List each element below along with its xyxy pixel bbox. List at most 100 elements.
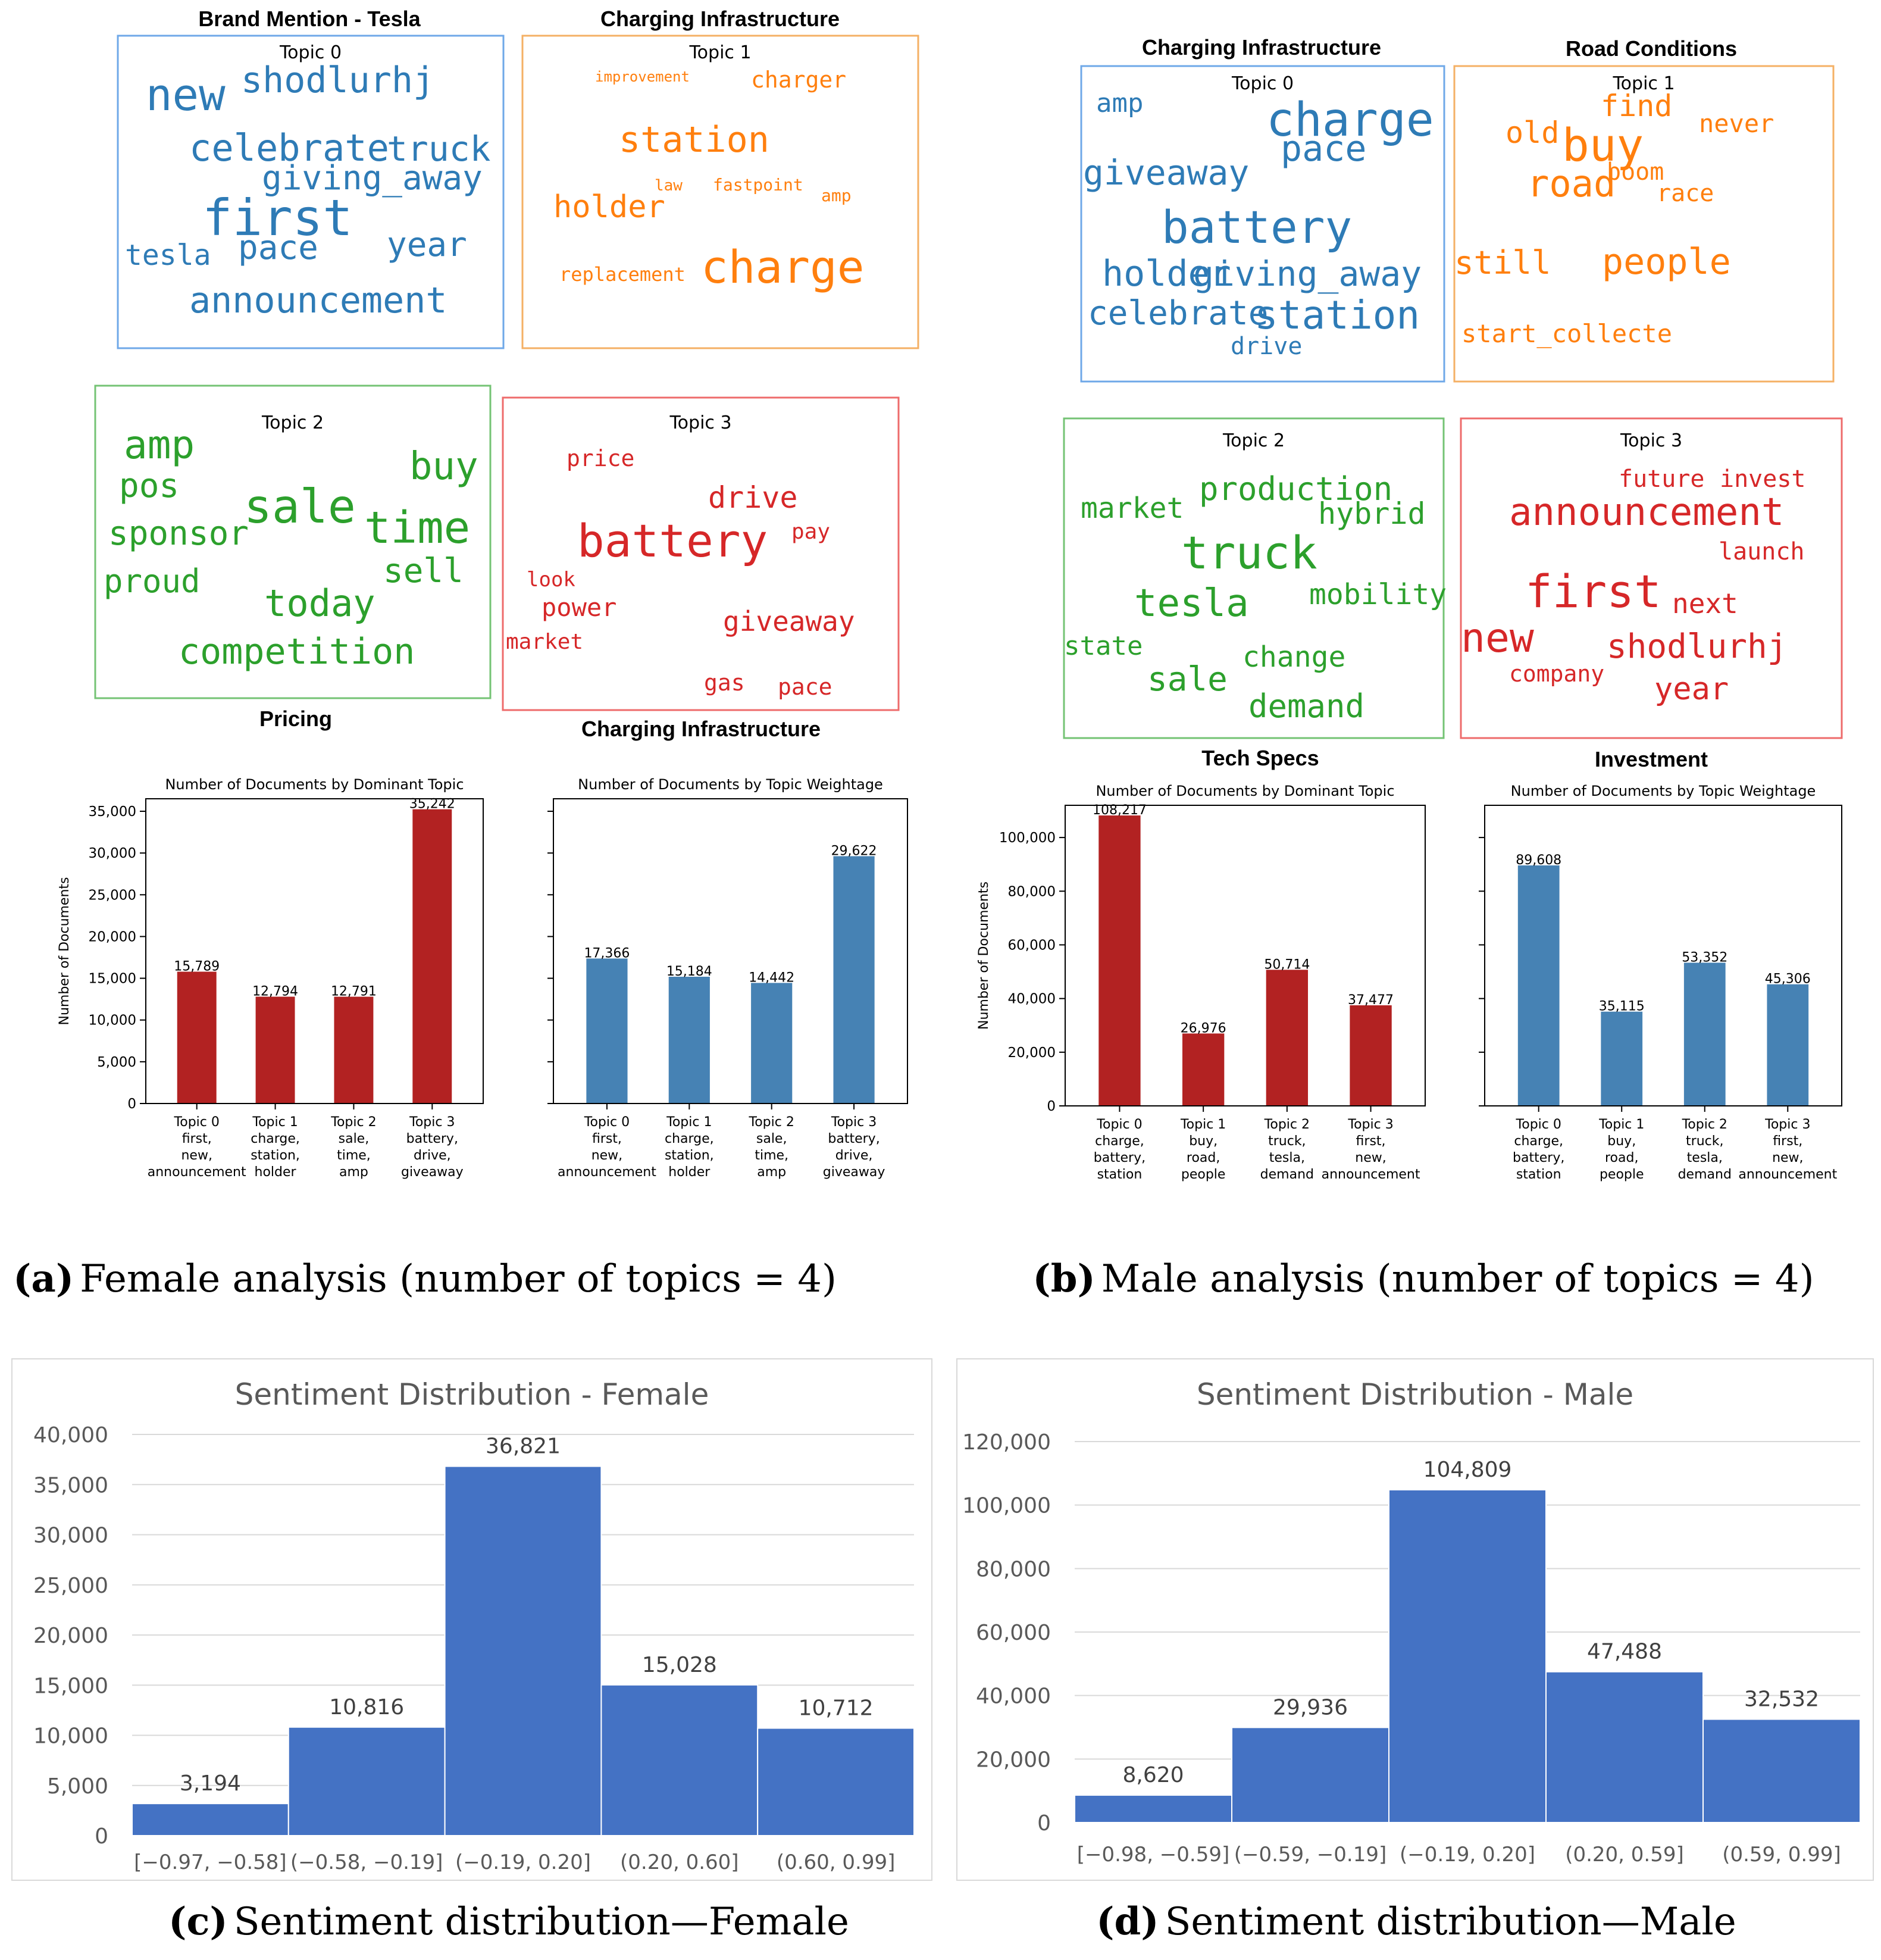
x-tick-label: holder bbox=[668, 1165, 711, 1180]
wordcloud-word: drive bbox=[708, 480, 798, 515]
bar-value-label: 36,821 bbox=[486, 1434, 561, 1459]
wordcloud-word: mobility bbox=[1309, 578, 1447, 611]
y-tick-label: 25,000 bbox=[33, 1574, 108, 1598]
x-tick-label: people bbox=[1181, 1167, 1226, 1182]
bar-value-label: 3,194 bbox=[180, 1771, 241, 1796]
female-wordcloud-1: Charging Infrastructure Topic 1 improvemen… bbox=[521, 7, 919, 349]
x-tick-label: announcement bbox=[1322, 1167, 1420, 1182]
wordcloud-frame bbox=[1453, 65, 1835, 383]
wordcloud-title: Charging Infrastructure bbox=[1142, 35, 1381, 60]
wordcloud-word: truck bbox=[1181, 526, 1317, 579]
x-tick-label: tesla, bbox=[1269, 1151, 1305, 1165]
x-tick-label: Topic 1 bbox=[666, 1115, 712, 1130]
bar bbox=[833, 856, 875, 1104]
bar bbox=[1098, 815, 1141, 1106]
female-wordcloud-0: Brand Mention - Tesla Topic 0 new shodlurhj… bbox=[117, 7, 505, 349]
wordcloud-word: drive bbox=[1231, 333, 1302, 360]
wordcloud-word: people bbox=[1602, 241, 1731, 283]
wordcloud-title: Road Conditions bbox=[1566, 36, 1737, 61]
wordcloud-word: giveaway bbox=[723, 605, 855, 637]
x-tick-label: Topic 0 bbox=[584, 1115, 630, 1130]
x-tick-label: Topic 2 bbox=[1264, 1117, 1310, 1132]
bar-value-label: 12,794 bbox=[252, 984, 298, 999]
wordcloud-word: market bbox=[1081, 492, 1184, 525]
y-tick-label: 60,000 bbox=[1008, 937, 1056, 953]
wordcloud-word: celebrate bbox=[189, 126, 389, 170]
male-bar-left-chart: Number of Documents by Dominant Topic 0 20… bbox=[977, 783, 1426, 1182]
x-tick-label: charge, bbox=[1095, 1134, 1144, 1149]
y-tick-label: 0 bbox=[95, 1824, 108, 1849]
sentiment-female-chart: Sentiment Distribution - Female 0 5,000 10,… bbox=[11, 1358, 932, 1881]
wordcloud-word: today bbox=[264, 582, 375, 625]
wordcloud-word: shodlurhj bbox=[241, 60, 434, 101]
wordcloud-topic-label: Topic 3 bbox=[669, 412, 731, 433]
x-tick-label: announcement bbox=[148, 1165, 246, 1180]
bar-value-label: 8,620 bbox=[1122, 1763, 1184, 1787]
wordcloud-word: pace bbox=[238, 229, 318, 267]
y-tick-label: 0 bbox=[1047, 1099, 1056, 1114]
caption-d: (d) Sentiment distribution—Male bbox=[1096, 1899, 1736, 1944]
wordcloud-word: giving_away bbox=[262, 159, 483, 198]
x-tick-label: Topic 0 bbox=[174, 1115, 220, 1130]
x-tick-label: time, bbox=[755, 1148, 788, 1163]
wordcloud-word: amp bbox=[124, 422, 195, 468]
x-tick-label: truck, bbox=[1268, 1134, 1306, 1149]
x-category-label: (0.20, 0.59] bbox=[1565, 1843, 1684, 1867]
bar-value-label: 12,791 bbox=[331, 984, 377, 999]
x-tick-label: truck, bbox=[1686, 1134, 1723, 1149]
wordcloud-frame bbox=[94, 385, 492, 699]
wordcloud-word: power bbox=[542, 593, 616, 622]
bar-value-label: 10,712 bbox=[799, 1696, 874, 1721]
wordcloud-word: proud bbox=[104, 562, 201, 600]
wordcloud-word: first bbox=[202, 189, 353, 247]
y-tick-label: 15,000 bbox=[89, 971, 136, 987]
x-tick-label: Topic 1 bbox=[1180, 1117, 1226, 1132]
wordcloud-frame bbox=[1063, 417, 1445, 739]
y-axis-label: Number of Documents bbox=[57, 877, 72, 1025]
wordcloud-word: time bbox=[364, 502, 470, 554]
y-tick-label: 20,000 bbox=[1008, 1045, 1056, 1061]
bar-value-label: 53,352 bbox=[1682, 950, 1727, 965]
wordcloud-word: next bbox=[1672, 587, 1738, 620]
wordcloud-word: start_collecte bbox=[1461, 319, 1672, 348]
y-tick-label: 5,000 bbox=[47, 1774, 108, 1799]
bar bbox=[255, 996, 295, 1104]
x-tick-label: drive, bbox=[835, 1148, 873, 1163]
wordcloud-word: race bbox=[1657, 180, 1714, 207]
wordcloud-title: Brand Mention - Tesla bbox=[198, 7, 421, 31]
y-tick-label: 60,000 bbox=[976, 1621, 1051, 1645]
x-tick-label: Topic 2 bbox=[330, 1115, 376, 1130]
wordcloud-word: first bbox=[1525, 565, 1661, 618]
bar-value-label: 10,816 bbox=[329, 1695, 404, 1720]
x-tick-label: giveaway bbox=[401, 1165, 464, 1180]
x-tick-label: charge, bbox=[1514, 1134, 1563, 1149]
x-tick-label: road, bbox=[1605, 1151, 1638, 1165]
y-tick-label: 20,000 bbox=[33, 1624, 108, 1648]
wordcloud-word: giving_away bbox=[1193, 254, 1422, 294]
x-category-label: [−0.98, −0.59] bbox=[1077, 1843, 1230, 1867]
chart-title: Number of Documents by Topic Weightage bbox=[1511, 783, 1816, 799]
histogram-bar bbox=[444, 1465, 602, 1836]
wordcloud-word: pace bbox=[778, 674, 832, 700]
y-tick-label: 40,000 bbox=[976, 1684, 1051, 1709]
bar bbox=[668, 977, 710, 1104]
wordcloud-word: gas bbox=[704, 670, 745, 696]
wordcloud-word: demand bbox=[1248, 687, 1364, 725]
x-tick-label: Topic 3 bbox=[1347, 1117, 1393, 1132]
wordcloud-word: tesla bbox=[125, 239, 211, 272]
wordcloud-frame bbox=[1460, 417, 1843, 739]
y-tick-label: 10,000 bbox=[33, 1724, 108, 1749]
x-tick-label: amp bbox=[757, 1165, 786, 1180]
x-tick-label: buy, bbox=[1189, 1134, 1218, 1149]
female-bar-right-chart: Number of Documents by Topic Weightage 17… bbox=[547, 776, 908, 1180]
wordcloud-word: launch bbox=[1719, 538, 1805, 565]
bar-value-label: 29,622 bbox=[831, 843, 877, 858]
wordcloud-word: find bbox=[1601, 89, 1672, 123]
histogram-bar bbox=[757, 1727, 915, 1836]
wordcloud-word: amp bbox=[821, 186, 852, 205]
x-tick-label: Topic 2 bbox=[749, 1115, 794, 1130]
